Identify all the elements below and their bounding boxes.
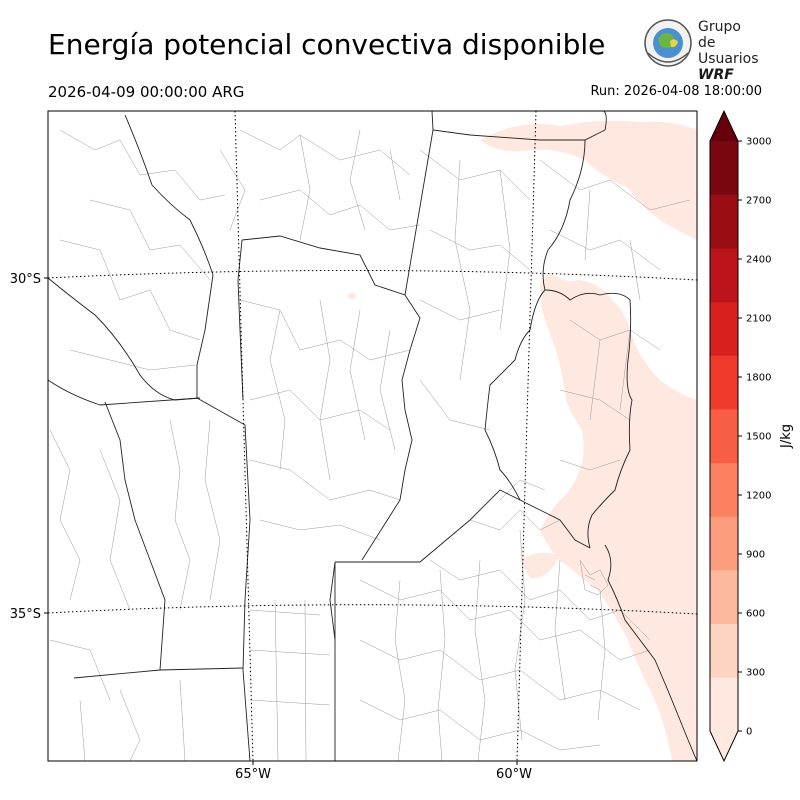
cape-shading: [348, 121, 697, 761]
colorbar: 0 300 600 900 1200 1500 1800 2100 2400 2700 3000 J…: [710, 111, 794, 761]
colorbar-extend-bottom: [710, 731, 738, 761]
colorbar-tick-label: 2400: [746, 255, 771, 266]
colorbar-tick-label: 2700: [746, 196, 771, 207]
colorbar-band: [710, 624, 738, 678]
colorbar-label: J/kg: [779, 424, 794, 449]
map-content: [48, 111, 697, 761]
colorbar-tick-label: 1800: [746, 373, 771, 384]
lat-label-35s: 35°S: [10, 607, 41, 622]
lon-label-60w: 60°W: [496, 767, 532, 782]
colorbar-bands: [710, 141, 738, 731]
colorbar-tick-label: 0: [746, 727, 752, 738]
colorbar-band: [710, 463, 738, 517]
colorbar-band: [710, 141, 738, 195]
lon-label-65w: 65°W: [235, 767, 271, 782]
colorbar-tick-label: 300: [746, 668, 765, 679]
colorbar-tick-label: 1200: [746, 491, 771, 502]
colorbar-band: [710, 356, 738, 410]
colorbar-ticks: 0 300 600 900 1200 1500 1800 2100 2400 2700 3000: [738, 137, 771, 738]
map-axes: 30°S 35°S 65°W 60°W: [10, 272, 532, 782]
colorbar-tick-label: 600: [746, 609, 765, 620]
colorbar-band: [710, 409, 738, 463]
colorbar-band: [710, 248, 738, 302]
lat-label-30s: 30°S: [10, 272, 41, 287]
colorbar-extend-top: [710, 111, 738, 141]
colorbar-band: [710, 516, 738, 570]
colorbar-tick-label: 1500: [746, 432, 771, 443]
colorbar-tick-label: 900: [746, 550, 765, 561]
colorbar-band: [710, 677, 738, 731]
colorbar-band: [710, 302, 738, 356]
colorbar-tick-label: 3000: [746, 137, 771, 148]
colorbar-band: [710, 570, 738, 624]
colorbar-tick-label: 2100: [746, 314, 771, 325]
colorbar-band: [710, 195, 738, 249]
